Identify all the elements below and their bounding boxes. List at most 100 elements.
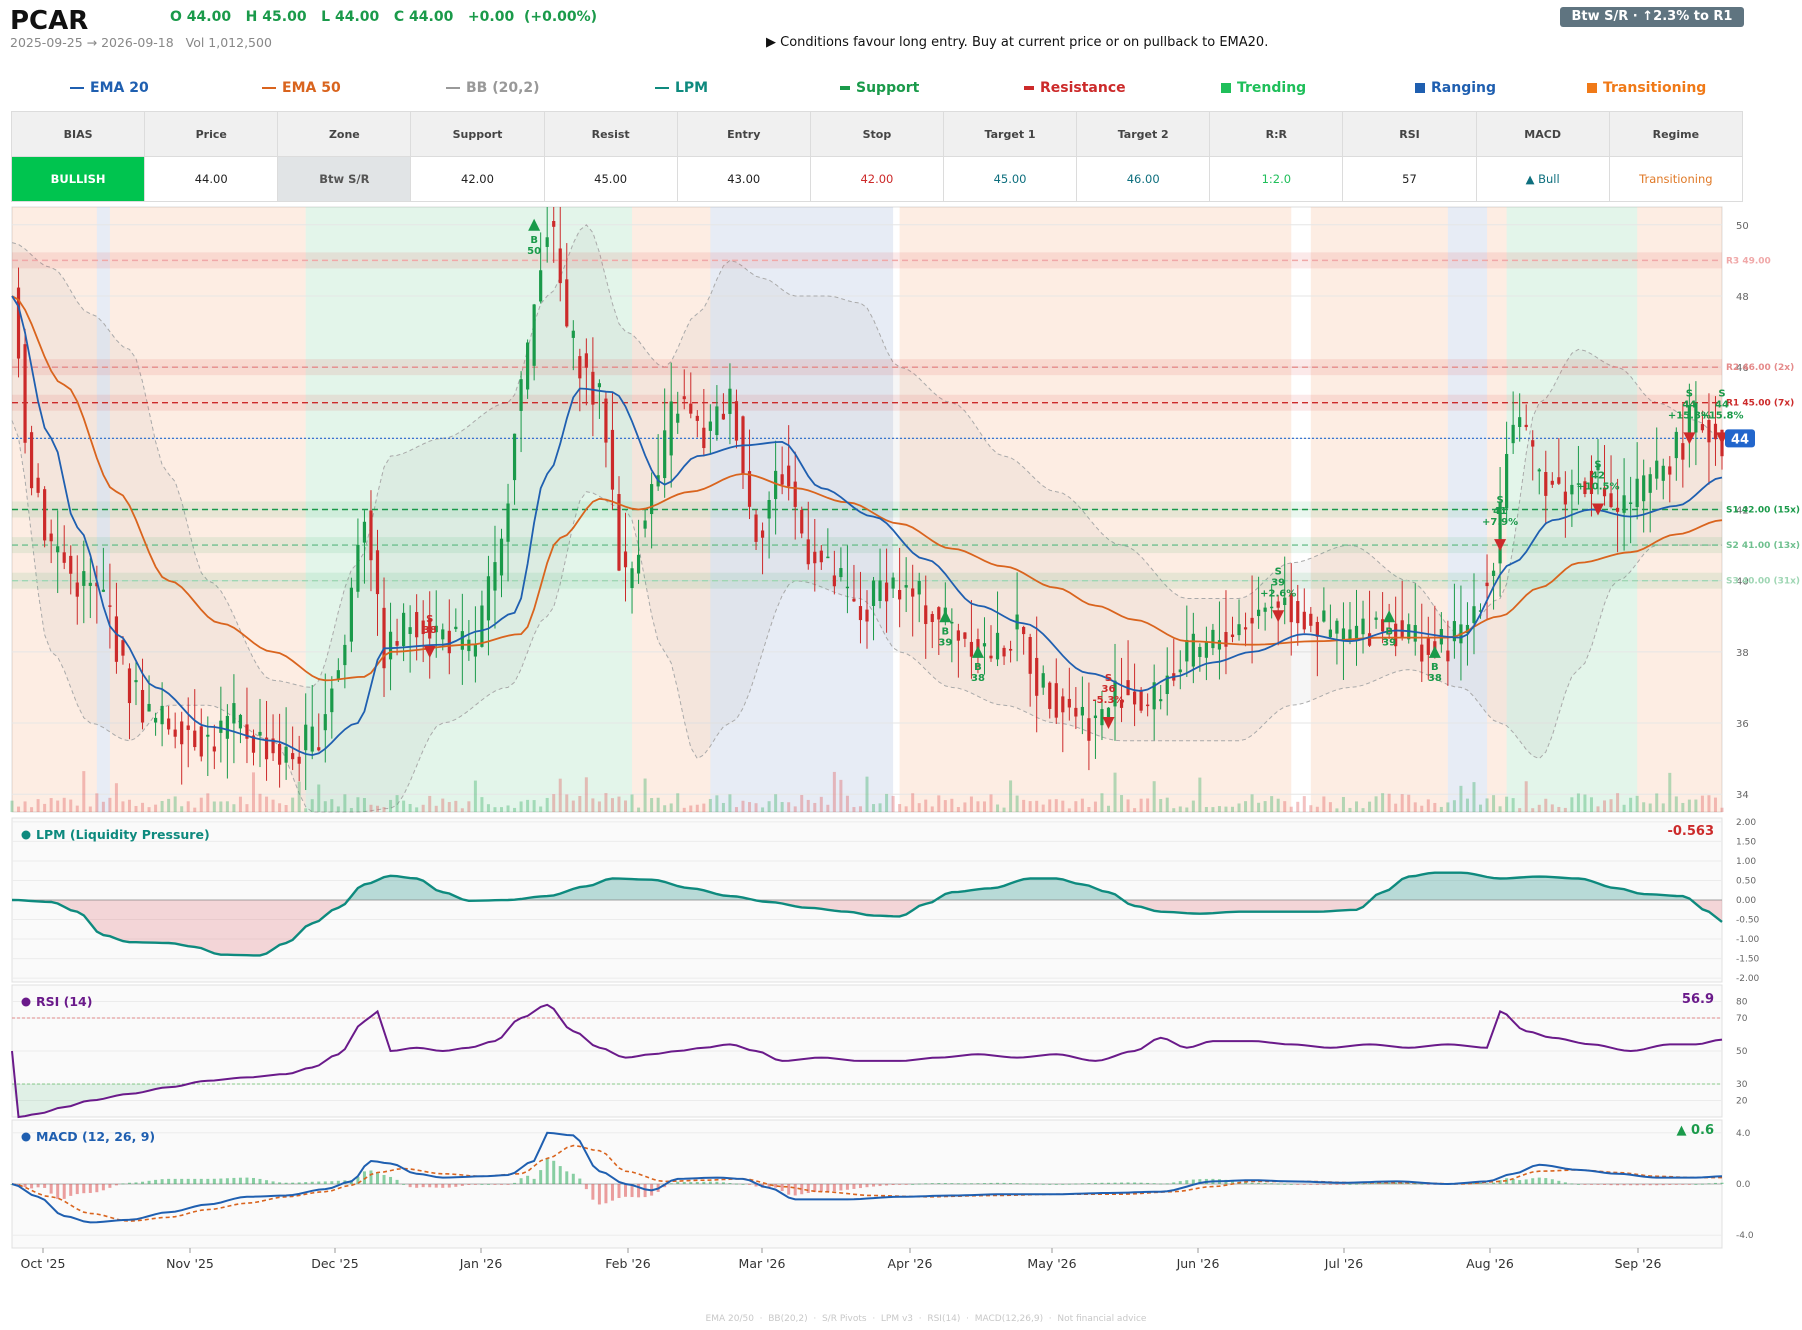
volume-bar — [813, 802, 817, 812]
candle-down — [108, 605, 112, 607]
macd-histogram-bar — [1381, 1182, 1385, 1184]
macd-histogram-bar — [591, 1184, 595, 1200]
candle-up — [284, 746, 288, 763]
macd-histogram-bar — [1035, 1183, 1039, 1185]
volume-bar — [780, 802, 784, 812]
volume-bar — [728, 794, 732, 812]
macd-histogram-bar — [584, 1184, 588, 1190]
buy-signal: B39 — [938, 610, 952, 648]
date-range-volume: 2025-09-25 → 2026-09-18 Vol 1,012,500 — [10, 35, 272, 50]
volume-bar — [160, 800, 164, 812]
volume-bar — [1191, 800, 1195, 812]
volume-bar — [1328, 802, 1332, 812]
macd-histogram-bar — [1368, 1183, 1372, 1185]
candle-up — [330, 688, 334, 713]
volume-bar — [1609, 799, 1613, 812]
macd-histogram-bar — [167, 1178, 171, 1184]
signal-side: B — [942, 626, 950, 637]
volume-bar — [434, 805, 438, 812]
lpm-panel-tick-label: 0.00 — [1736, 896, 1756, 906]
candle-down — [865, 609, 869, 622]
volume-bar — [1080, 798, 1084, 812]
lpm-panel-tick-label: 2.00 — [1736, 818, 1756, 828]
volume-bar — [1139, 798, 1143, 812]
candle-down — [1531, 440, 1535, 447]
volume-bar — [1283, 801, 1287, 812]
volume-bar — [1126, 799, 1130, 812]
volume-bar — [1074, 801, 1078, 812]
candle-up — [310, 726, 314, 752]
legend-swatch — [1415, 83, 1425, 93]
volume-bar — [1694, 799, 1698, 812]
signal-side: S — [1718, 388, 1725, 399]
volume-bar — [545, 797, 549, 812]
candle-up — [1635, 478, 1639, 508]
volume-bar — [956, 807, 960, 812]
legend-label: EMA 20 — [90, 80, 149, 96]
signal-value: 38 — [971, 673, 985, 684]
candle-up — [1596, 463, 1600, 471]
candle-up — [1465, 624, 1470, 634]
candle-down — [193, 730, 197, 748]
macd-histogram-bar — [480, 1184, 484, 1185]
lpm-panel-tick-label: -2.00 — [1736, 974, 1760, 984]
signal-message: ▶ Conditions favour long entry. Buy at c… — [766, 35, 1269, 50]
volume-bar — [1616, 793, 1620, 812]
candle-up — [88, 582, 92, 586]
macd-histogram-bar — [1270, 1183, 1274, 1185]
candle-down — [1302, 611, 1306, 630]
macd-histogram-bar — [1563, 1182, 1567, 1184]
candle-up — [650, 484, 654, 515]
candle-down — [167, 718, 171, 730]
macd-histogram-bar — [408, 1184, 412, 1188]
candle-down — [1054, 683, 1058, 718]
macd-histogram-bar — [336, 1180, 340, 1184]
macd-histogram-bar — [767, 1184, 771, 1188]
macd-histogram-bar — [1407, 1183, 1411, 1184]
signal-side: B — [530, 235, 538, 246]
candle-up — [101, 589, 105, 592]
macd-histogram-bar — [330, 1181, 334, 1184]
macd-histogram-bar — [291, 1182, 295, 1184]
volume-bar — [62, 797, 66, 812]
candle-up — [1217, 640, 1222, 650]
macd-histogram-bar — [101, 1184, 105, 1191]
signal-side: B — [1385, 626, 1393, 637]
macd-histogram-bar — [225, 1178, 229, 1184]
volume-bar — [134, 805, 138, 812]
candle-down — [623, 551, 628, 568]
stats-value-target-1: 45.00 — [942, 156, 1078, 202]
candle-up — [225, 715, 229, 739]
macd-histogram-bar — [937, 1183, 941, 1184]
candle-up — [486, 576, 491, 621]
macd-histogram-bar — [30, 1184, 34, 1189]
candle-down — [1485, 582, 1489, 587]
rsi-panel-tick-label: 80 — [1736, 998, 1748, 1008]
legend-swatch — [1221, 83, 1231, 93]
candle-down — [1446, 650, 1450, 662]
macd-histogram-bar — [402, 1184, 406, 1185]
macd-histogram-bar — [1041, 1183, 1045, 1185]
macd-histogram-bar — [1603, 1184, 1607, 1185]
candle-down — [1583, 481, 1587, 495]
macd-histogram-bar — [1681, 1184, 1685, 1185]
candle-up — [362, 521, 367, 543]
macd-histogram-bar — [1472, 1182, 1476, 1184]
candle-down — [1609, 493, 1613, 508]
macd-histogram-bar — [1257, 1182, 1261, 1184]
candle-up — [1211, 629, 1215, 649]
volume-bar — [69, 799, 73, 812]
macd-histogram-bar — [1067, 1183, 1071, 1185]
signal-value: 50 — [527, 246, 541, 257]
macd-histogram-bar — [1583, 1184, 1587, 1185]
candle-down — [800, 509, 804, 534]
volume-bar — [317, 784, 321, 812]
x-tick-label: Oct '25 — [21, 1256, 66, 1271]
candle-up — [356, 544, 360, 592]
volume-bar — [454, 800, 458, 812]
volume-bar — [369, 804, 373, 812]
volume-bar — [839, 779, 843, 812]
candle-down — [1713, 423, 1718, 440]
macd-histogram-bar — [1420, 1183, 1424, 1185]
